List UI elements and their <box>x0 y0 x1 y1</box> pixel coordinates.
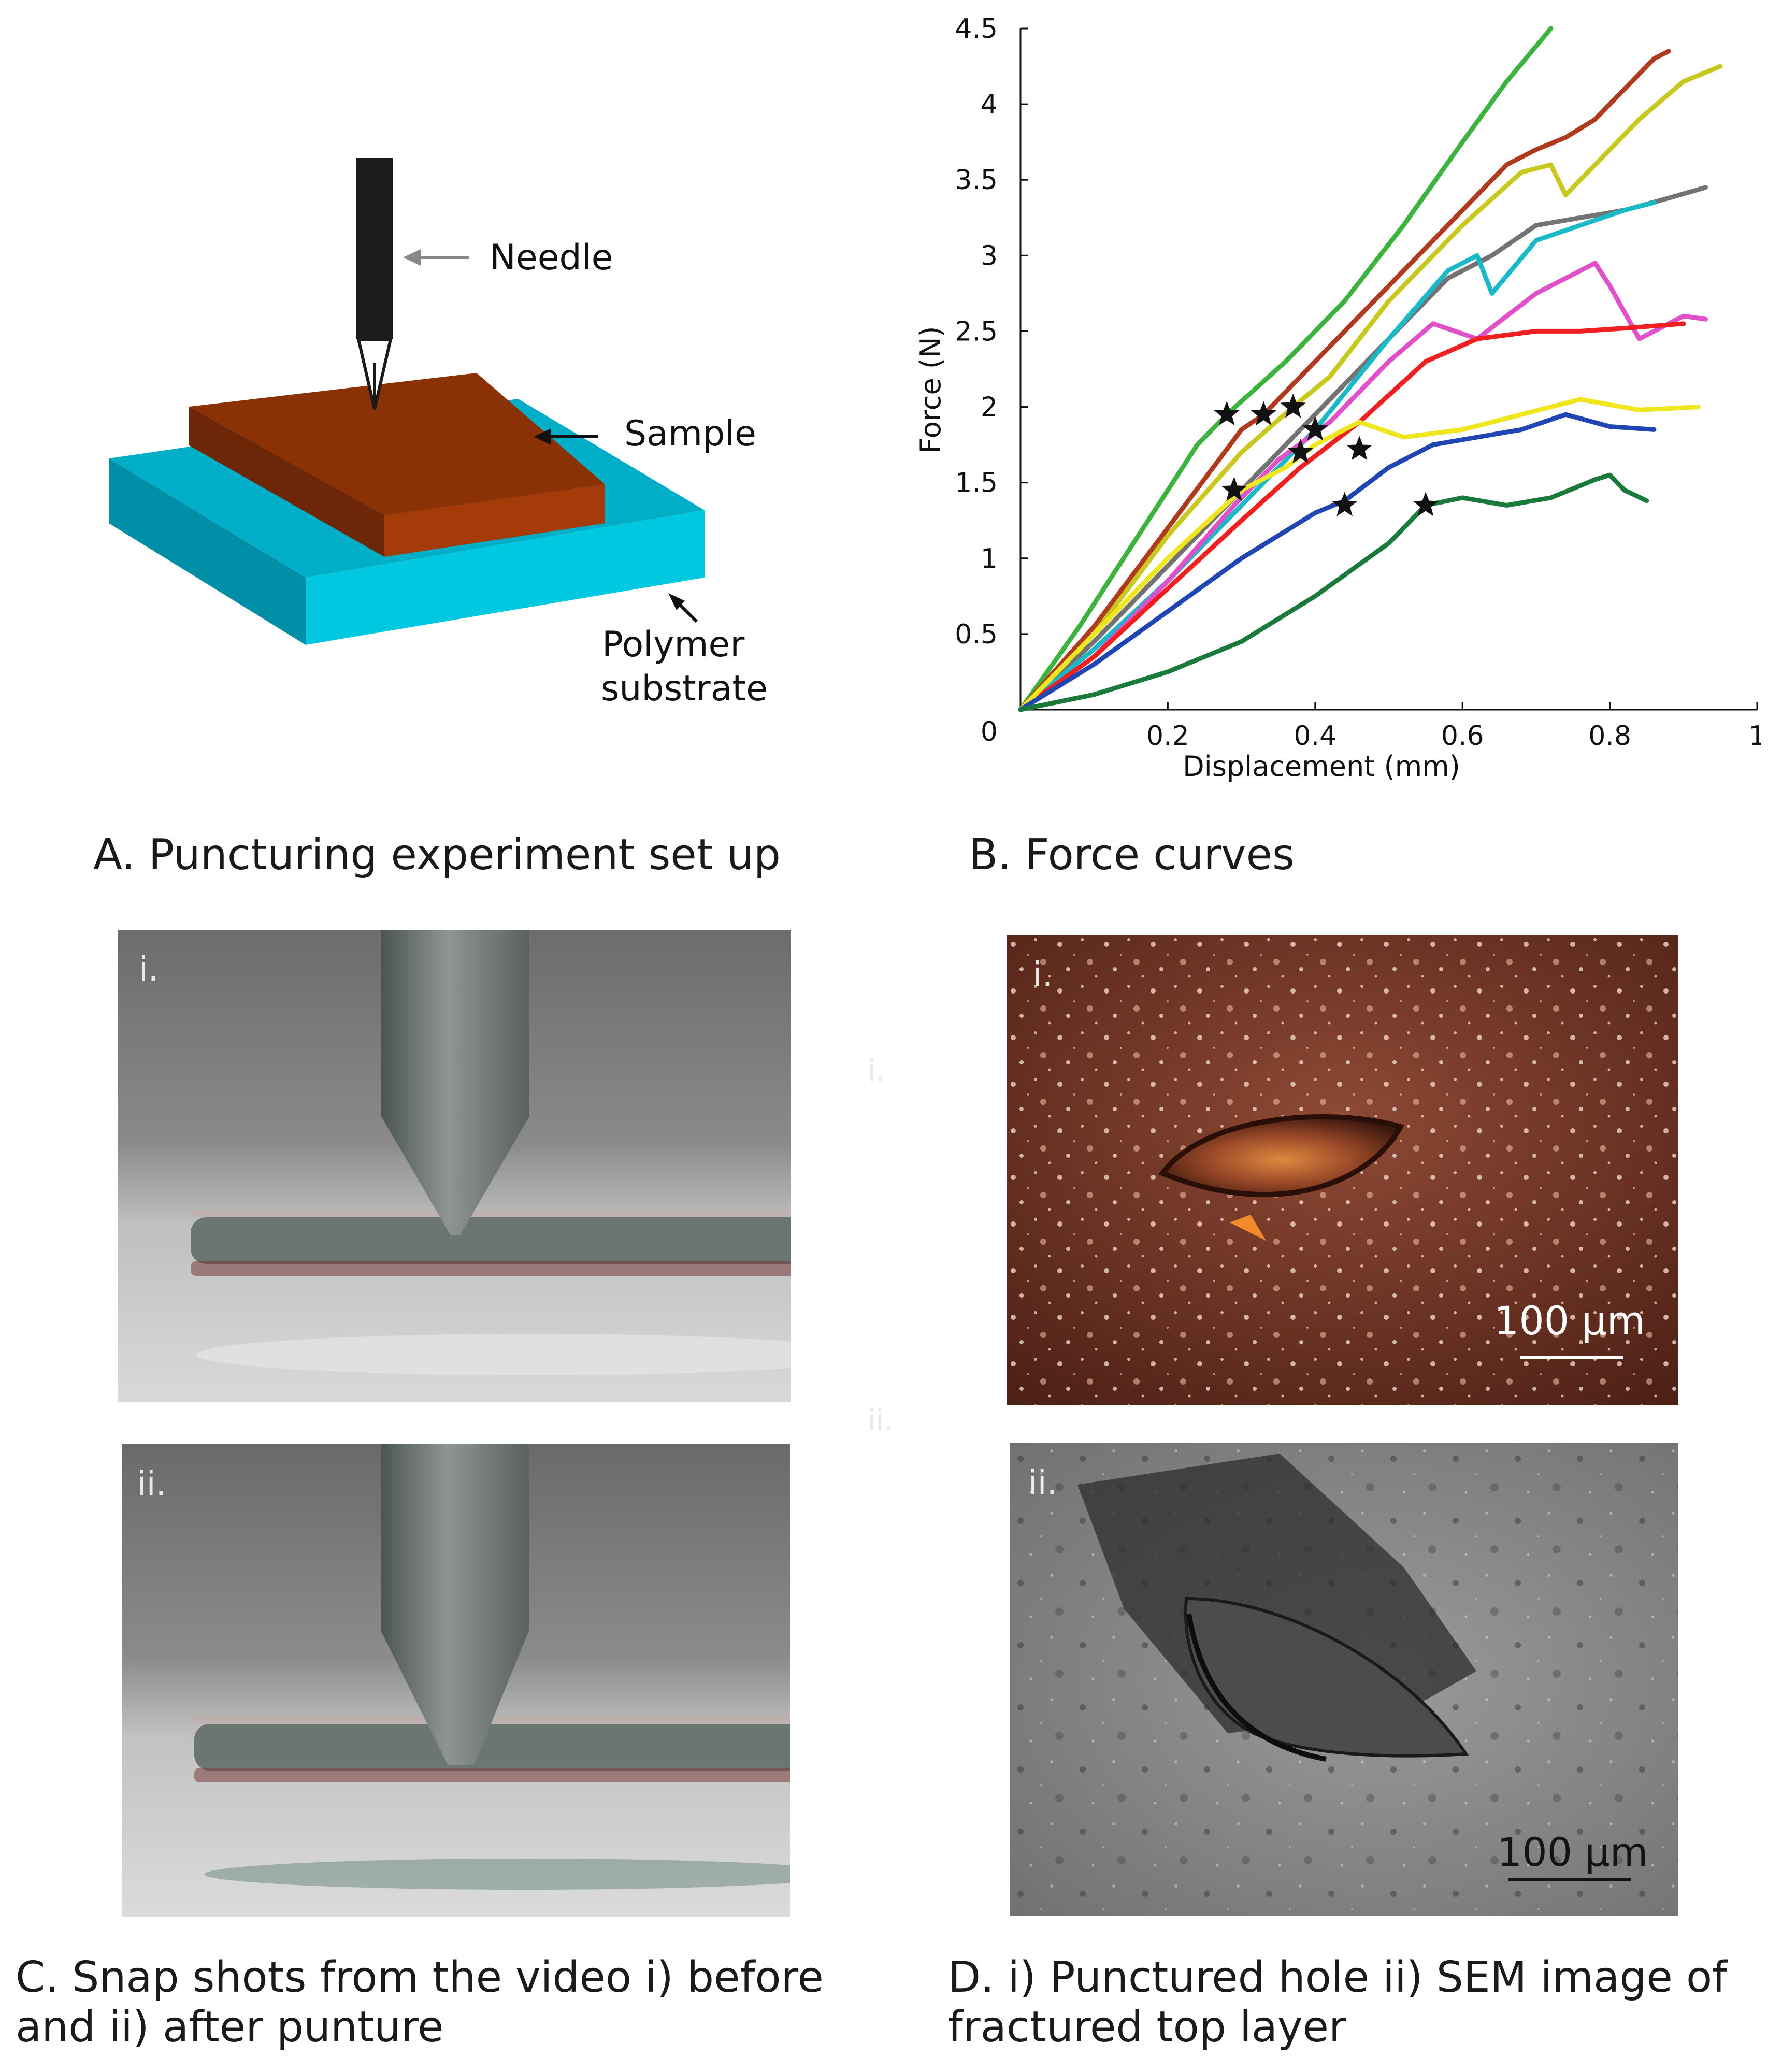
y-tick-label: 0.5 <box>955 619 998 650</box>
sem-tag: ii. <box>1028 1464 1057 1502</box>
sem-micrograph: ii. 100 µm <box>1010 1443 1678 1916</box>
optical-micrograph: i. 100 µm <box>1007 935 1678 1405</box>
snapshot-before: i. <box>118 930 791 1402</box>
puncture-star-marker <box>1287 439 1314 464</box>
series-line-7 <box>1018 321 1686 712</box>
puncture-star-marker <box>1332 492 1358 516</box>
panel-a-caption: A. Puncturing experiment set up <box>93 830 781 880</box>
series-line-3 <box>1018 64 1723 712</box>
optical-scale-label: 100 µm <box>1494 1298 1645 1344</box>
snapshot-before-tag: i. <box>139 951 159 989</box>
puncture-star-marker <box>1302 416 1328 441</box>
puncture-star-marker <box>1280 393 1306 418</box>
ghost-label-ii: ii. <box>868 1404 893 1437</box>
substrate-front-face <box>306 510 705 645</box>
y-tick-label: 1.5 <box>955 468 998 499</box>
substrate-left-face <box>109 458 306 645</box>
series-line-1 <box>1018 26 1554 712</box>
ghost-label-i: i. <box>868 1054 885 1088</box>
puncture-star-marker <box>1413 492 1439 516</box>
y-tick-label: 3.5 <box>955 165 998 196</box>
panel-d-caption-line1: D. i) Punctured hole ii) SEM image of <box>948 1953 1727 2002</box>
substrate-label-line2: substrate <box>601 668 768 709</box>
origin-tick-label: 0 <box>981 716 998 747</box>
snapshot-after-tag: ii. <box>137 1465 166 1503</box>
series-line-2 <box>1018 49 1671 712</box>
x-tick-label: 0.8 <box>1588 721 1631 752</box>
y-tick-label: 4 <box>981 89 998 120</box>
punctured-hole <box>1158 1114 1405 1198</box>
needle-image <box>381 930 529 1116</box>
sample-front-face <box>384 484 605 557</box>
series-line-10 <box>1018 472 1649 712</box>
needle-shaft <box>356 158 393 339</box>
optical-scale-bar <box>1520 1356 1623 1359</box>
setup-schematic <box>109 158 705 645</box>
needle-label: Needle <box>490 237 613 278</box>
snapshot-after: ii. <box>122 1444 790 1917</box>
x-tick-label: 0.4 <box>1294 721 1336 752</box>
y-tick-label: 3 <box>981 240 998 271</box>
y-tick-label: 4.5 <box>955 13 998 45</box>
sem-scale-bar <box>1508 1878 1631 1881</box>
fracture-hole <box>1184 1596 1469 1758</box>
x-tick-label: 0.6 <box>1441 721 1484 752</box>
force-curves-chart: 0.2 0.4 0.6 0.8 1 0.5 1 1.5 2 2.5 3 3.5 4 4.5 0 Displac… <box>914 13 1761 783</box>
series-line-9 <box>1018 412 1657 712</box>
optical-tag: i. <box>1033 956 1053 994</box>
sem-scale-label: 100 µm <box>1497 1829 1648 1875</box>
series-line-8 <box>1018 397 1701 712</box>
y-tick-label: 2.5 <box>955 316 998 347</box>
panel-b-caption: B. Force curves <box>969 830 1295 880</box>
puncture-star-marker <box>1251 401 1276 426</box>
puncture-star-marker <box>1214 401 1240 426</box>
panel-c-caption-line1: C. Snap shots from the video i) before <box>16 1953 824 2002</box>
substrate-label-line1: Polymer <box>602 624 745 665</box>
sample-label: Sample <box>624 413 756 454</box>
series-line-6 <box>1018 261 1708 712</box>
x-tick-label: 1 <box>1748 721 1761 752</box>
x-tick-label: 0.2 <box>1146 721 1189 752</box>
panel-d-caption-line2: fractured top layer <box>948 2003 1346 2052</box>
puncture-star-marker <box>1346 436 1372 461</box>
sample-strip <box>191 1217 791 1264</box>
puncture-star-marker <box>1221 477 1247 501</box>
y-tick-label: 2 <box>981 392 998 423</box>
x-axis-label: Displacement (mm) <box>1183 750 1460 783</box>
panel-c-caption-line2: and ii) after punture <box>16 2003 444 2052</box>
y-axis-label: Force (N) <box>914 326 947 454</box>
y-tick-label: 1 <box>981 543 998 574</box>
sample-top <box>189 373 605 515</box>
sample-left-face <box>189 407 384 557</box>
